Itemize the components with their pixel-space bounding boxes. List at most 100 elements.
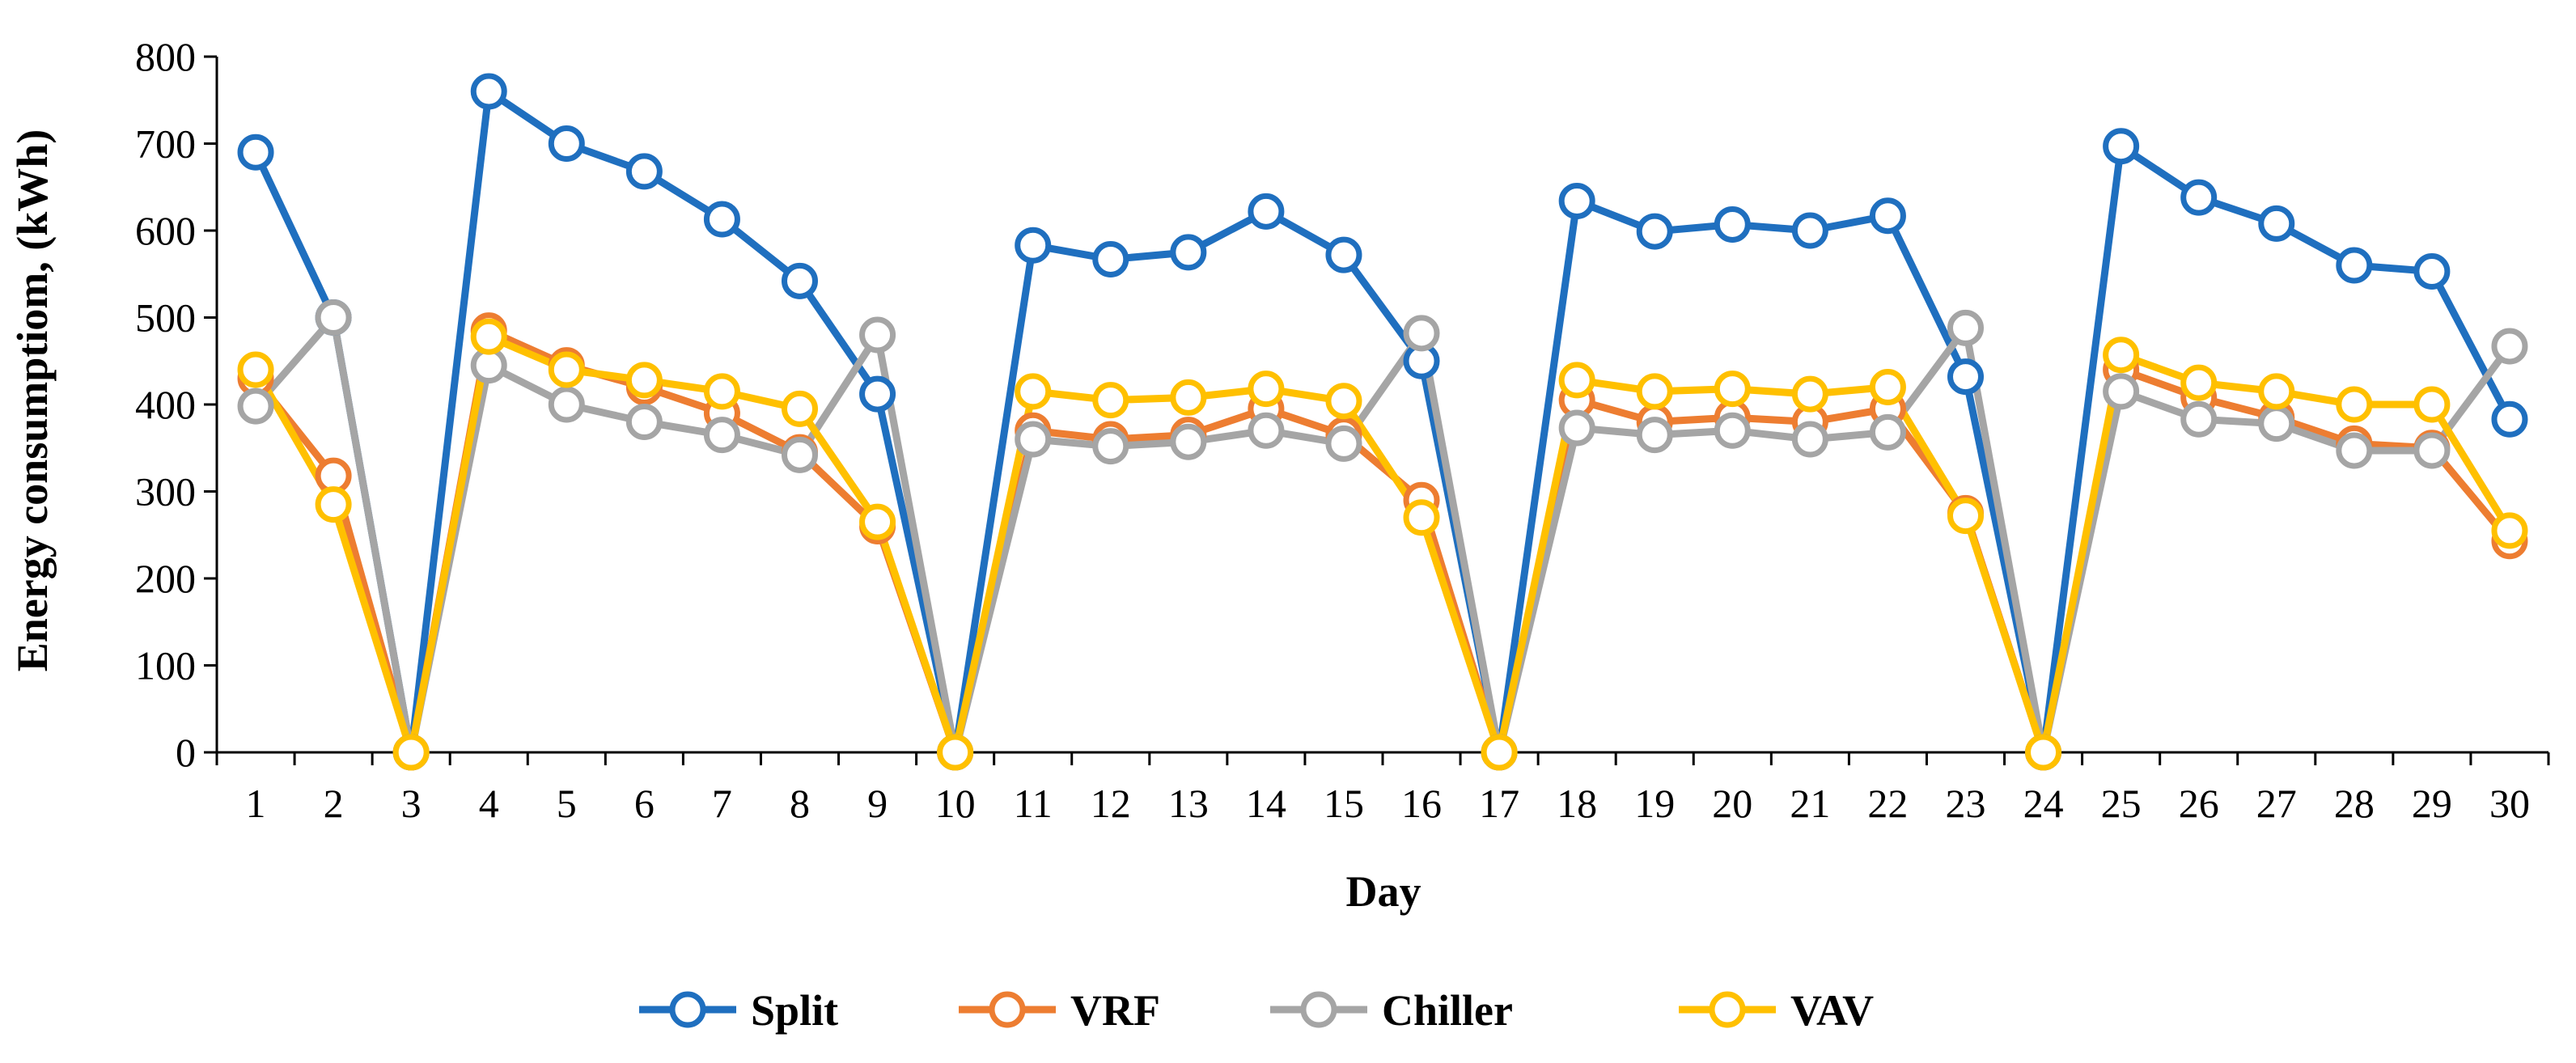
- data-point-chiller: [625, 404, 663, 440]
- y-axis-title: Energy consumptiom, (kWh): [8, 129, 57, 672]
- data-point-vav: [1636, 373, 1673, 410]
- x-tick-label: 26: [2179, 781, 2219, 826]
- x-tick-label: 27: [2256, 781, 2297, 826]
- x-tick-label: 9: [867, 781, 888, 826]
- legend-item-vav: VAV: [1679, 986, 1874, 1035]
- data-point-vav: [392, 734, 430, 771]
- data-point-vav: [2103, 337, 2140, 374]
- legend-item-split: Split: [639, 986, 838, 1035]
- data-point-vav: [237, 351, 274, 388]
- data-point-split: [1869, 197, 1906, 235]
- data-point-vav: [2491, 512, 2528, 549]
- data-point-chiller: [1714, 412, 1751, 449]
- data-point-vav: [548, 351, 585, 388]
- data-point-chiller: [1092, 428, 1129, 465]
- data-point-split: [2413, 253, 2451, 290]
- data-point-vav: [1248, 371, 1285, 408]
- x-tick-label: 6: [634, 781, 655, 826]
- data-point-chiller: [1015, 421, 1052, 458]
- data-point-chiller: [2180, 400, 2218, 438]
- data-point-split: [1248, 193, 1285, 230]
- x-tick-label: 28: [2334, 781, 2375, 826]
- data-point-vav: [782, 390, 818, 427]
- data-point-vav: [1558, 362, 1595, 399]
- data-point-vav: [2336, 386, 2373, 423]
- legend-swatch-marker: [989, 991, 1026, 1028]
- data-point-chiller: [1403, 315, 1440, 352]
- data-point-chiller: [1947, 309, 1984, 346]
- data-point-chiller: [1248, 412, 1285, 449]
- x-tick-label: 17: [1479, 781, 1519, 826]
- data-point-chiller: [2413, 432, 2451, 469]
- data-point-chiller: [1869, 413, 1906, 451]
- x-tick-label: 23: [1946, 781, 1986, 826]
- data-point-vav: [1481, 734, 1518, 771]
- x-tick-label: 13: [1168, 781, 1209, 826]
- data-point-chiller: [2103, 373, 2140, 410]
- data-point-chiller: [237, 388, 274, 425]
- x-tick-label: 1: [246, 781, 266, 826]
- data-point-split: [1015, 227, 1052, 264]
- x-tick-label: 15: [1324, 781, 1364, 826]
- data-point-vav: [1092, 382, 1129, 419]
- data-point-chiller: [2336, 432, 2373, 469]
- series-line-split: [252, 87, 2513, 756]
- x-tick-label: 30: [2489, 781, 2530, 826]
- data-point-split: [859, 375, 896, 413]
- data-point-vav: [859, 503, 896, 540]
- data-point-vav: [1170, 379, 1207, 416]
- data-point-split: [1092, 240, 1129, 277]
- data-point-chiller: [859, 316, 896, 354]
- data-point-chiller: [782, 436, 818, 473]
- x-tick-label: 11: [1014, 781, 1053, 826]
- legend: Split VRF Chiller VAV: [639, 986, 1874, 1035]
- x-tick-label: 29: [2412, 781, 2452, 826]
- x-tick-label: 12: [1091, 781, 1131, 826]
- data-point-split: [2180, 179, 2218, 216]
- x-tick-label: 16: [1401, 781, 1442, 826]
- data-point-split: [2258, 205, 2295, 242]
- x-tick-label: 25: [2101, 781, 2142, 826]
- data-point-vav: [1403, 499, 1440, 536]
- data-point-vav: [1325, 383, 1362, 420]
- data-point-chiller: [315, 299, 352, 336]
- legend-swatch-marker: [1709, 991, 1746, 1028]
- y-tick-label: 300: [135, 469, 196, 515]
- data-point-vav: [2258, 373, 2295, 410]
- data-point-chiller: [1558, 409, 1595, 447]
- x-tick-label: 24: [2023, 781, 2064, 826]
- series-markers: [237, 73, 2528, 771]
- data-point-vav: [703, 373, 740, 410]
- data-point-vav: [937, 734, 974, 771]
- series-line-chiller: [252, 314, 2513, 756]
- data-point-split: [1558, 182, 1595, 219]
- y-tick-label: 600: [135, 208, 196, 253]
- data-point-vav: [2180, 364, 2218, 401]
- y-tick-label: 700: [135, 121, 196, 167]
- x-tick-label: 19: [1634, 781, 1675, 826]
- y-tick-label: 200: [135, 556, 196, 601]
- data-point-chiller: [1325, 425, 1362, 462]
- x-tick-label: 2: [324, 781, 344, 826]
- data-point-vav: [2413, 386, 2451, 423]
- y-tick-label: 800: [135, 34, 196, 79]
- data-point-chiller: [1170, 423, 1207, 460]
- data-point-chiller: [2258, 405, 2295, 443]
- x-tick-label: 14: [1246, 781, 1286, 826]
- x-tick-label: 3: [401, 781, 422, 826]
- x-tick-label: 20: [1712, 781, 1752, 826]
- x-axis-title: Day: [1346, 867, 1421, 916]
- data-point-vav: [1869, 369, 1906, 405]
- data-point-split: [1636, 213, 1673, 250]
- data-point-split: [782, 262, 818, 299]
- data-point-chiller: [2491, 328, 2528, 365]
- data-point-split: [1791, 212, 1828, 249]
- data-point-split: [2491, 400, 2528, 438]
- y-tick-label: 100: [135, 643, 196, 688]
- x-tick-label: 8: [790, 781, 810, 826]
- data-point-chiller: [1636, 417, 1673, 454]
- data-point-split: [2336, 247, 2373, 284]
- data-point-chiller: [1791, 421, 1828, 458]
- data-point-split: [703, 201, 740, 238]
